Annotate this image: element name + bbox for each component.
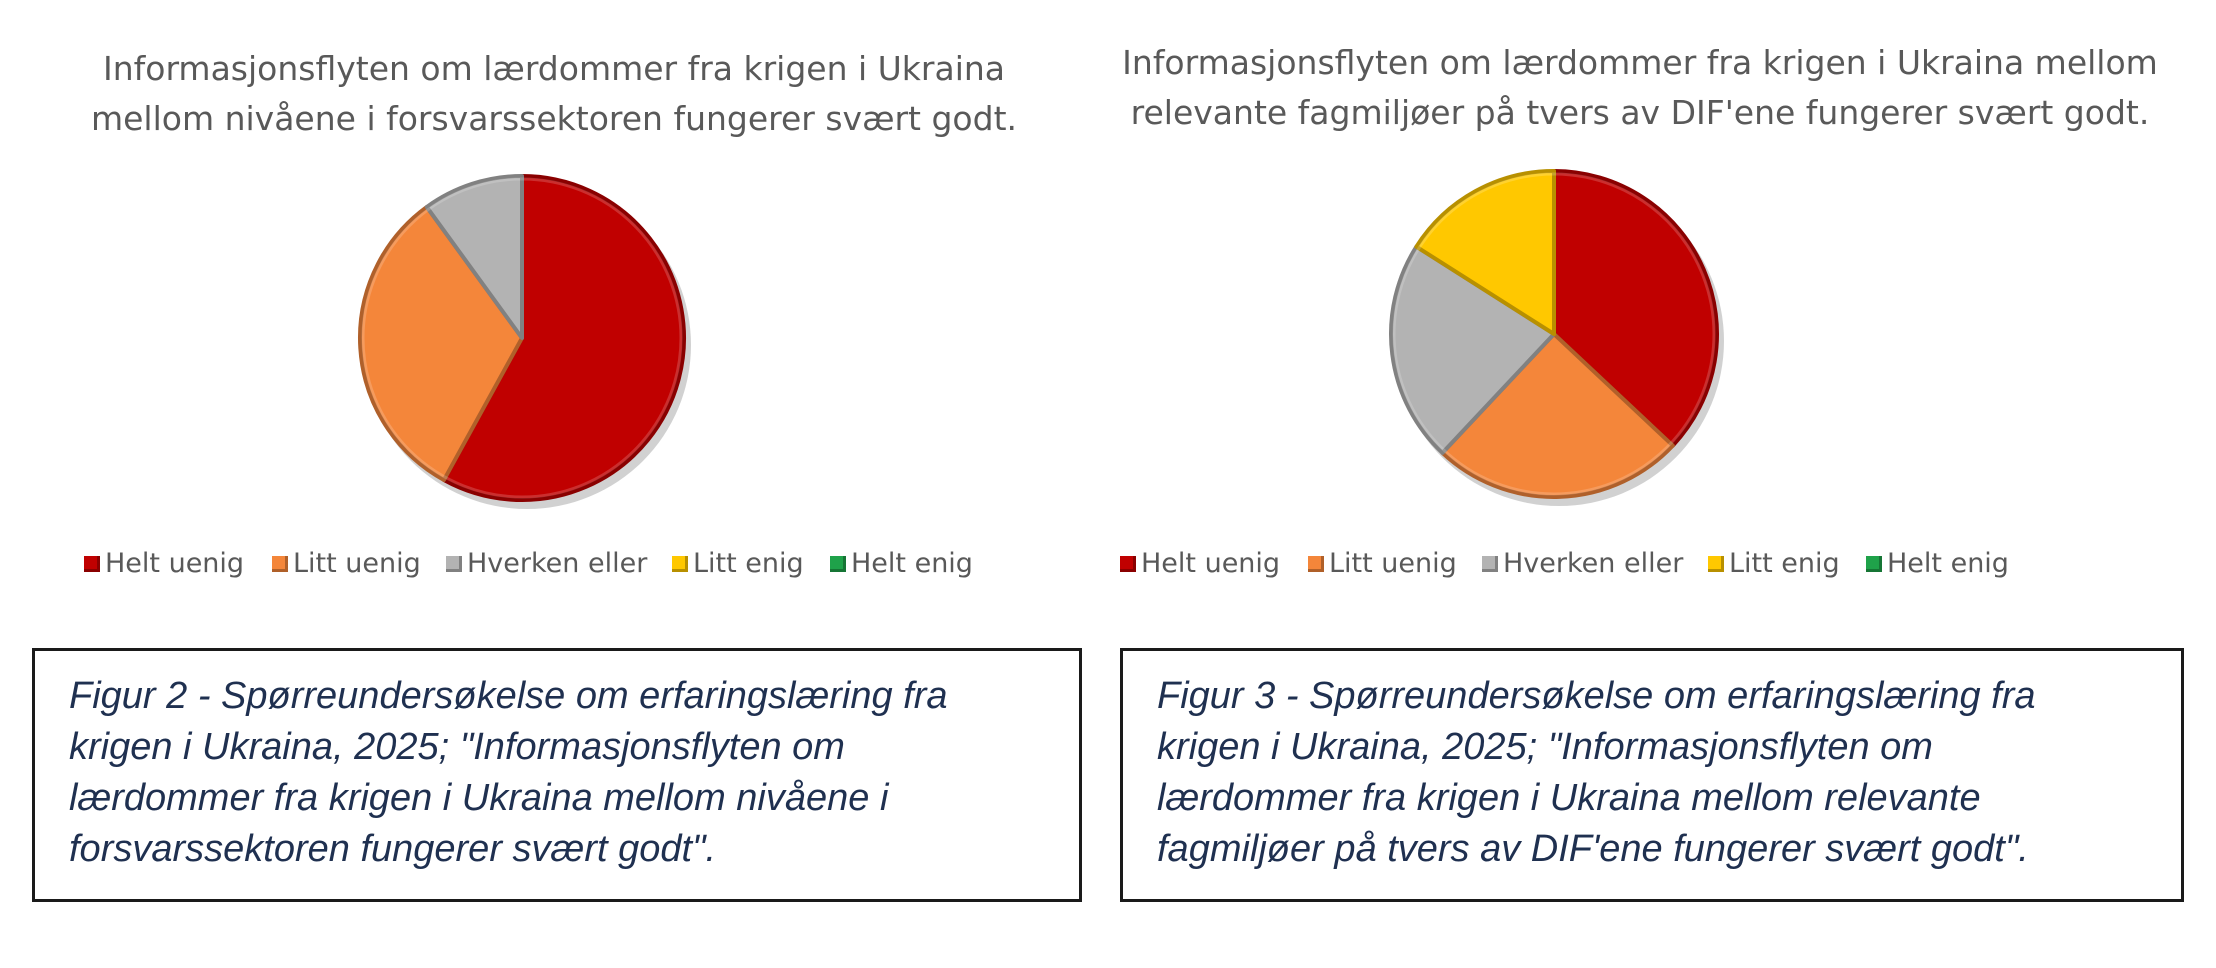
chart-title: Informasjonsflyten om lærdommer fra krig… bbox=[1086, 38, 2194, 138]
legend-label: Helt uenig bbox=[105, 548, 245, 579]
pie-slice-helt-uenig bbox=[1552, 169, 1719, 448]
chart-title-line: Informasjonsflyten om lærdommer fra krig… bbox=[102, 49, 1006, 88]
legend-swatch-helt-uenig bbox=[84, 555, 100, 572]
pie-rim bbox=[1392, 172, 1716, 496]
chart-panel-fig3: Informasjonsflyten om lærdommer fra krig… bbox=[1086, 0, 2194, 620]
legend-label: Litt uenig bbox=[1329, 548, 1457, 579]
pie-slice-hverken-eller bbox=[424, 174, 524, 340]
caption-line: forsvarssektoren fungerer svært godt". bbox=[69, 828, 717, 870]
legend-item-helt-enig: Helt enig bbox=[1866, 548, 2009, 579]
pie-slice-litt-uenig bbox=[358, 204, 524, 482]
chart-legend: Helt uenig Litt uenig Hverken eller Litt… bbox=[1086, 548, 2194, 588]
caption-text: Figur 3 - Spørreundersøkelse om erfaring… bbox=[1123, 651, 2181, 875]
legend-item-helt-enig: Helt enig bbox=[830, 548, 973, 579]
chart-title-line: Informasjonsflyten om lærdommer fra krig… bbox=[1122, 43, 2158, 82]
legend-swatch-litt-enig bbox=[1708, 555, 1724, 572]
chart-panel-fig2: Informasjonsflyten om lærdommer fra krig… bbox=[0, 0, 1108, 620]
legend-swatch-helt-enig bbox=[830, 555, 846, 572]
legend-swatch-helt-enig bbox=[1866, 555, 1882, 572]
legend-item-hverken-eller: Hverken eller bbox=[446, 548, 647, 579]
legend-item-litt-enig: Litt enig bbox=[672, 548, 804, 579]
chart-title-line: mellom nivåene i forsvarssektoren funger… bbox=[90, 99, 1017, 138]
legend-label: Helt enig bbox=[1887, 548, 2009, 579]
pie-slice-helt-uenig bbox=[441, 174, 686, 502]
legend-label: Litt uenig bbox=[293, 548, 421, 579]
legend-swatch-hverken-eller bbox=[1482, 555, 1498, 572]
chart-title: Informasjonsflyten om lærdommer fra krig… bbox=[0, 44, 1108, 144]
legend-item-litt-uenig: Litt uenig bbox=[272, 548, 421, 579]
caption-line: lærdommer fra krigen i Ukraina mellom re… bbox=[1157, 777, 1981, 819]
caption-line: Figur 3 - Spørreundersøkelse om erfaring… bbox=[1157, 675, 2036, 717]
legend-label: Hverken eller bbox=[1503, 548, 1684, 579]
legend-label: Litt enig bbox=[693, 548, 804, 579]
legend-label: Litt enig bbox=[1729, 548, 1840, 579]
caption-line: lærdommer fra krigen i Ukraina mellom ni… bbox=[69, 777, 889, 819]
legend-item-helt-uenig: Helt uenig bbox=[1120, 548, 1280, 579]
caption-line: krigen i Ukraina, 2025; "Informasjonsfly… bbox=[69, 726, 845, 768]
legend-swatch-litt-uenig bbox=[272, 555, 288, 572]
legend-label: Hverken eller bbox=[467, 548, 648, 579]
legend-swatch-litt-enig bbox=[672, 555, 688, 572]
legend-item-litt-uenig: Litt uenig bbox=[1308, 548, 1457, 579]
figure-caption-fig2: Figur 2 - Spørreundersøkelse om erfaring… bbox=[32, 648, 1082, 902]
chart-title-line: relevante fagmiljøer på tvers av DIF'ene… bbox=[1130, 93, 2150, 132]
legend-swatch-hverken-eller bbox=[446, 555, 462, 572]
caption-line: fagmiljøer på tvers av DIF'ene fungerer … bbox=[1157, 828, 2029, 870]
legend-label: Helt enig bbox=[851, 548, 973, 579]
legend-item-litt-enig: Litt enig bbox=[1708, 548, 1840, 579]
legend-item-hverken-eller: Hverken eller bbox=[1482, 548, 1683, 579]
legend-swatch-helt-uenig bbox=[1120, 555, 1136, 572]
pie-chart bbox=[358, 174, 691, 509]
caption-line: Figur 2 - Spørreundersøkelse om erfaring… bbox=[69, 675, 948, 717]
pie-rim bbox=[361, 177, 683, 499]
pie-slice-litt-uenig bbox=[1440, 332, 1675, 499]
legend-swatch-litt-uenig bbox=[1308, 555, 1324, 572]
chart-legend: Helt uenig Litt uenig Hverken eller Litt… bbox=[0, 548, 1108, 588]
figure-caption-fig3: Figur 3 - Spørreundersøkelse om erfaring… bbox=[1120, 648, 2184, 902]
pie-chart bbox=[1389, 169, 1724, 506]
caption-text: Figur 2 - Spørreundersøkelse om erfaring… bbox=[35, 651, 1079, 875]
pie-slice-litt-enig bbox=[1414, 169, 1556, 336]
legend-label: Helt uenig bbox=[1141, 548, 1281, 579]
caption-line: krigen i Ukraina, 2025; "Informasjonsfly… bbox=[1157, 726, 1933, 768]
pie-slice-hverken-eller bbox=[1389, 244, 1556, 455]
legend-item-helt-uenig: Helt uenig bbox=[84, 548, 244, 579]
